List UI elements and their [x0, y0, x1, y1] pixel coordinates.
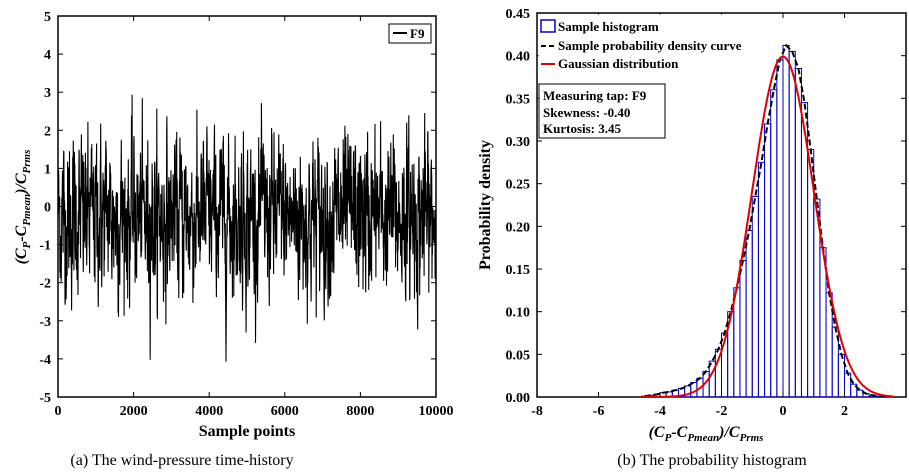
chart-a-y-tick-label: -3 [39, 315, 51, 330]
chart-b-histogram-bar [770, 89, 778, 398]
chart-b-histogram-bar [825, 292, 833, 398]
chart-a-x-tick-label: 8000 [346, 404, 374, 419]
chart-b-legend-box [538, 14, 768, 72]
chart-b-annotation-skewness: Skewness: -0.40 [543, 105, 630, 120]
chart-b-x-axis-label: (CP-CPmean)/CPrms [649, 424, 764, 444]
chart-a-y-tick-label: -2 [39, 277, 51, 292]
chart-b-histogram-bar [782, 44, 790, 398]
chart-b-x-tick-label: -4 [654, 404, 666, 419]
chart-b-curves [641, 43, 894, 398]
chart-b-y-tick-label: 0.40 [506, 50, 531, 65]
chart-a-y-label-part-2: -C [13, 225, 30, 241]
chart-b-histogram-bar [733, 287, 741, 398]
chart-a-y-label-part-3: )/C [13, 173, 30, 196]
chart-b-y-axis-label: Probability density [477, 140, 494, 270]
chart-a-series-group [57, 94, 437, 362]
chart-b-histogram-bar [739, 259, 747, 398]
chart-a-y-label-sub-3: Prms [21, 150, 33, 174]
chart-a-y-tick-label: 0 [44, 201, 51, 216]
chart-a-y-label-part-1: (C [13, 248, 30, 264]
chart-a-y-label-sub-1: P [21, 241, 33, 248]
chart-b-legend-label-gaussian: Gaussian distribution [558, 56, 679, 71]
chart-b-histogram-bar [776, 59, 784, 398]
chart-b-x-label-sub-2: Pmean [687, 432, 719, 444]
chart-a-y-tick-label: -5 [39, 391, 51, 406]
chart-a-x-axis-label: Sample points [199, 423, 295, 440]
chart-b-y-tick-label: 0.15 [506, 263, 531, 278]
chart-a-legend-label-f9: F9 [410, 26, 425, 41]
chart-a-y-tick-label: 2 [44, 124, 51, 139]
chart-b-caption: (b) The probability histogram [617, 452, 807, 469]
chart-b-y-tick-label: 0.00 [506, 391, 531, 406]
chart-a-x-tick-label: 0 [55, 404, 62, 419]
chart-b-y-tick-label: 0.05 [506, 348, 531, 363]
chart-b: 0.45 0.40 0.35 0.30 0.25 0.20 0.15 0.10 0.05 0.00… [477, 7, 907, 469]
chart-b-y-tick-label: 0.45 [506, 7, 531, 22]
chart-a-x-ticks: 0 2000 4000 6000 8000 10000 [55, 16, 454, 419]
chart-b-histogram-bar [764, 123, 772, 398]
chart-b-y-tick-label: 0.10 [506, 306, 531, 321]
chart-b-x-ticks: -8 -6 -4 -2 0 2 [531, 13, 848, 419]
chart-b-histogram-bar [788, 50, 796, 398]
chart-b-histogram-bars [641, 44, 889, 398]
chart-b-annotation-kurtosis: Kurtosis: 3.45 [543, 121, 622, 136]
chart-a-y-tick-label: -1 [39, 239, 51, 254]
chart-b-x-tick-label: -6 [593, 404, 605, 419]
chart-a-y-tick-label: 5 [44, 10, 51, 25]
chart-b-x-label-sub-1: P [665, 432, 672, 444]
chart-b-legend-label-histogram: Sample histogram [558, 19, 659, 34]
chart-b-x-tick-label: -8 [531, 404, 543, 419]
chart-b-legend-label-sample-curve: Sample probability density curve [558, 38, 742, 53]
chart-b-x-tick-label: -2 [716, 404, 728, 419]
chart-b-annotation-tap: Measuring tap: F9 [543, 88, 647, 103]
chart-a-y-tick-label: 1 [44, 162, 51, 177]
chart-a-y-axis-label: (CP-CPmean)/CPrms [13, 150, 33, 265]
chart-b-histogram-bar [757, 161, 766, 398]
chart-a-legend-box [388, 23, 432, 44]
chart-b-histogram-bar [856, 389, 864, 398]
chart-b-x-label-part-3: )/C [717, 424, 740, 441]
chart-a-y-label-sub-2: Pmean [21, 194, 33, 226]
chart-a-y-tick-label: 4 [44, 48, 51, 63]
chart-a-caption: (a) The wind-pressure time-history [70, 452, 293, 469]
chart-b-y-tick-label: 0.30 [506, 135, 531, 150]
chart-b-histogram-bar [794, 67, 802, 398]
chart-b-y-ticks: 0.45 0.40 0.35 0.30 0.25 0.20 0.15 0.10 0.05 0.00 [506, 7, 906, 406]
chart-a-y-ticks: 5 4 3 2 1 0 -1 -2 -3 -4 -5 [39, 10, 436, 406]
chart-b-annotation-box [538, 83, 666, 139]
chart-a-x-tick-label: 4000 [195, 404, 223, 419]
chart-b-y-tick-label: 0.20 [506, 220, 531, 235]
chart-b-x-label-sub-3: Prms [740, 432, 764, 444]
chart-a-x-tick-label: 2000 [120, 404, 148, 419]
chart-b-x-tick-label: 2 [841, 404, 848, 419]
chart-b-sample-density-curve [644, 43, 885, 398]
chart-b-x-label-part-2: -C [671, 424, 687, 441]
chart-a-series-f9-line [57, 94, 437, 362]
chart-b-histogram-bar [844, 372, 852, 398]
chart-a-x-tick-label: 6000 [271, 404, 299, 419]
chart-b-histogram-bar [751, 195, 759, 398]
chart-b-y-tick-label: 0.35 [506, 92, 531, 107]
chart-b-x-label-part-1: (C [649, 424, 665, 441]
chart-b-y-tick-label: 0.25 [506, 178, 531, 193]
chart-a-x-tick-label: 10000 [419, 404, 454, 419]
chart-b-x-tick-label: 0 [780, 404, 787, 419]
chart-a-y-tick-label: -4 [39, 353, 51, 368]
chart-a-y-tick-label: 3 [44, 86, 51, 101]
chart-b-histogram-bar [745, 230, 753, 398]
chart-b-gaussian-curve [641, 55, 894, 398]
chart-b-legend-swatch-histogram [540, 19, 556, 33]
chart-b-histogram-bar [837, 353, 845, 398]
